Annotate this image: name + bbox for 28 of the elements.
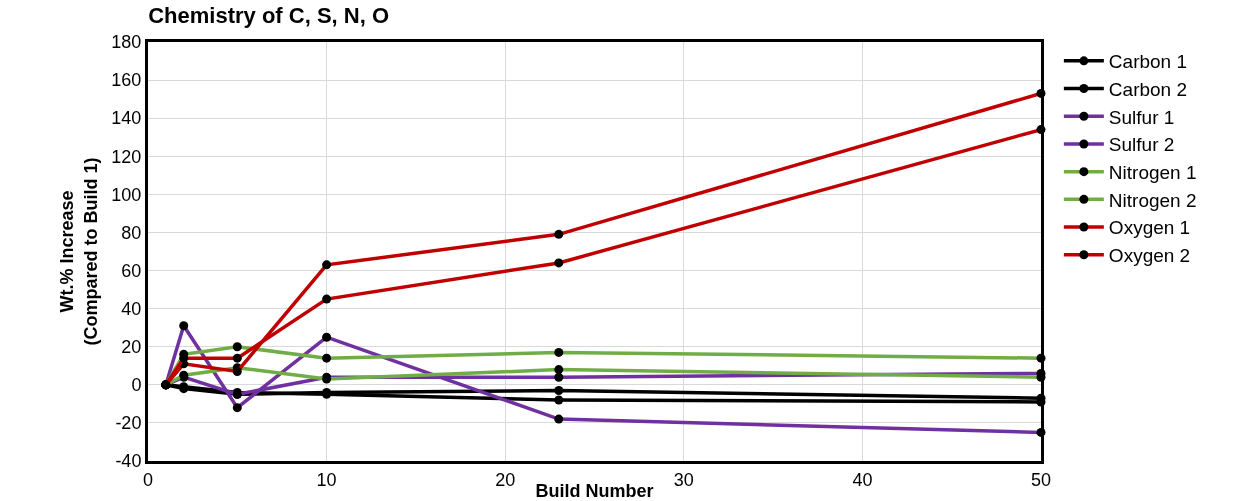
x-tick-label: 40: [852, 469, 873, 490]
legend-label: Nitrogen 2: [1108, 189, 1197, 211]
legend-label: Carbon 1: [1108, 51, 1188, 73]
legend-label: Sulfur 2: [1108, 134, 1175, 156]
y-axis-title: Wt.% Increase (Compared to Build 1): [57, 157, 101, 346]
x-tick-label: 20: [495, 469, 516, 490]
y-tick-label: -20: [115, 413, 142, 434]
y-tick-label: 80: [121, 222, 142, 243]
y-tick-label: 0: [131, 375, 142, 396]
legend-label: Oxygen 2: [1108, 245, 1191, 267]
y-tick-label: 120: [111, 146, 142, 167]
y-tick-label: 180: [111, 32, 142, 53]
y-tick-label: 40: [121, 298, 142, 319]
y-tick-label: 60: [121, 260, 142, 281]
x-tick-label: 10: [316, 469, 337, 490]
y-tick-label: 20: [121, 337, 142, 358]
legend-label: Nitrogen 1: [1108, 162, 1197, 184]
legend-label: Carbon 2: [1108, 78, 1188, 100]
legend-label: Oxygen 1: [1108, 217, 1191, 239]
y-tick-label: 100: [111, 184, 142, 205]
legend-label: Sulfur 1: [1108, 106, 1175, 128]
y-tick-label: 160: [111, 70, 142, 91]
x-tick-label: 50: [1030, 469, 1052, 490]
y-tick-label: 140: [111, 108, 142, 129]
x-axis-title: Build Number: [535, 481, 654, 501]
y-tick-label: -40: [115, 451, 142, 472]
x-tick-label: 30: [673, 469, 694, 490]
chart-title: Chemistry of C, S, N, O: [148, 2, 390, 28]
